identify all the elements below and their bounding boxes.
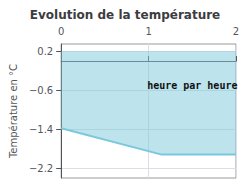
svg-text:−0.6: −0.6 xyxy=(29,85,53,96)
svg-text:−1.4: −1.4 xyxy=(29,124,53,135)
svg-text:Température en °C: Température en °C xyxy=(8,64,19,159)
svg-text:heure par heure: heure par heure xyxy=(147,80,237,91)
svg-text:0: 0 xyxy=(58,26,64,37)
svg-text:Evolution de la température: Evolution de la température xyxy=(30,8,221,22)
svg-text:0.2: 0.2 xyxy=(37,46,53,57)
svg-text:1: 1 xyxy=(145,26,151,37)
svg-text:2: 2 xyxy=(233,26,239,37)
svg-text:−2.2: −2.2 xyxy=(29,163,53,174)
